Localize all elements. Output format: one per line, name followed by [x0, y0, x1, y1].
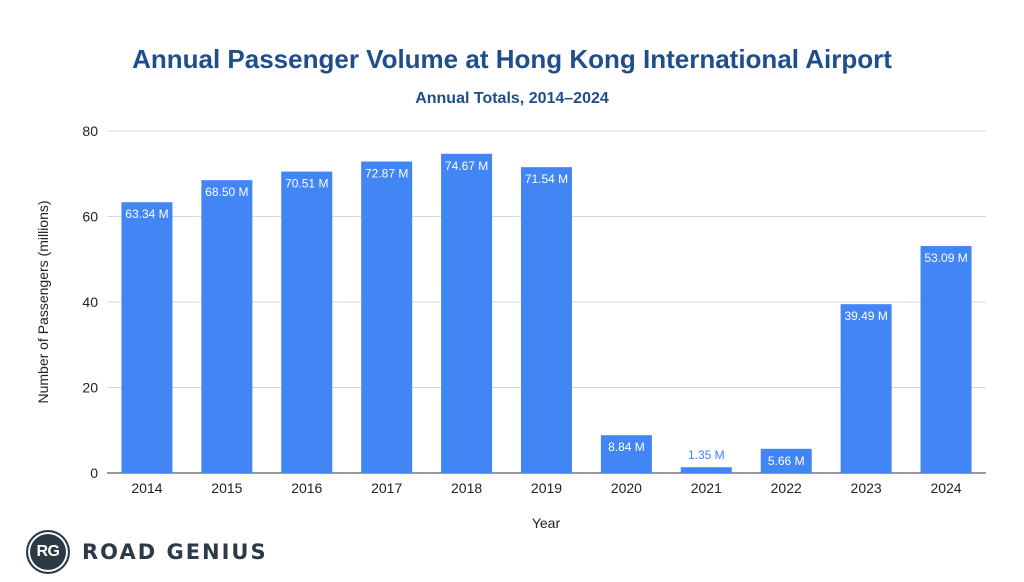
x-tick-label: 2014: [131, 480, 162, 496]
bar-2018: [441, 153, 493, 473]
bar-2022: [760, 448, 812, 473]
bar-2017: [361, 161, 413, 473]
brand-mark-icon: RG: [26, 530, 70, 574]
data-label-2018: 74.67 M: [445, 159, 488, 173]
data-label-2016: 70.51 M: [285, 177, 328, 191]
y-tick-label: 20: [82, 380, 98, 396]
y-tick-label: 40: [82, 294, 98, 310]
y-axis-title: Number of Passengers (millions): [35, 200, 51, 403]
x-axis-ticks: 2014 2015 2016 2017 2018 2019 2020 2021 2022 2023…: [131, 480, 961, 496]
x-tick-label: 2022: [771, 480, 802, 496]
data-label-2023: 39.49 M: [844, 309, 887, 323]
data-label-2021: 1.35 M: [688, 448, 725, 462]
data-label-2014: 63.34 M: [125, 207, 168, 221]
chart-subtitle: Annual Totals, 2014–2024: [415, 90, 609, 107]
x-tick-label: 2021: [691, 480, 722, 496]
bar-2020: [600, 435, 652, 473]
y-tick-label: 0: [90, 465, 98, 481]
y-tick-label: 60: [82, 209, 98, 225]
y-tick-label: 80: [82, 123, 98, 139]
data-labels: 63.34 M 68.50 M 70.51 M 72.87 M 74.67 M 71.54…: [125, 159, 967, 468]
x-tick-label: 2016: [291, 480, 322, 496]
y-axis-ticks: 0 20 40 60 80: [82, 123, 98, 481]
x-tick-label: 2023: [851, 480, 882, 496]
data-label-2019: 71.54 M: [525, 172, 568, 186]
bar-2016: [281, 171, 333, 473]
bar-2019: [521, 167, 572, 473]
data-label-2022: 5.66 M: [768, 454, 805, 468]
x-tick-label: 2019: [531, 480, 562, 496]
data-label-2024: 53.09 M: [924, 251, 967, 265]
bar-2014: [121, 202, 173, 473]
bar-2024: [920, 246, 972, 473]
bar-2023: [840, 304, 892, 473]
x-tick-label: 2017: [371, 480, 402, 496]
data-label-2020: 8.84 M: [608, 440, 645, 454]
x-axis-title: Year: [532, 515, 561, 531]
data-label-2017: 72.87 M: [365, 166, 408, 180]
bar-2015: [201, 180, 253, 473]
x-tick-label: 2015: [211, 480, 242, 496]
brand-name: ROAD GENIUS: [82, 540, 268, 564]
brand-logo: RG ROAD GENIUS: [26, 530, 268, 574]
x-tick-label: 2024: [930, 480, 961, 496]
x-tick-label: 2018: [451, 480, 482, 496]
bar-2021: [680, 467, 732, 473]
data-label-2015: 68.50 M: [205, 185, 248, 199]
bars: [121, 153, 972, 473]
chart-title: Annual Passenger Volume at Hong Kong Int…: [132, 44, 892, 74]
x-tick-label: 2020: [611, 480, 642, 496]
